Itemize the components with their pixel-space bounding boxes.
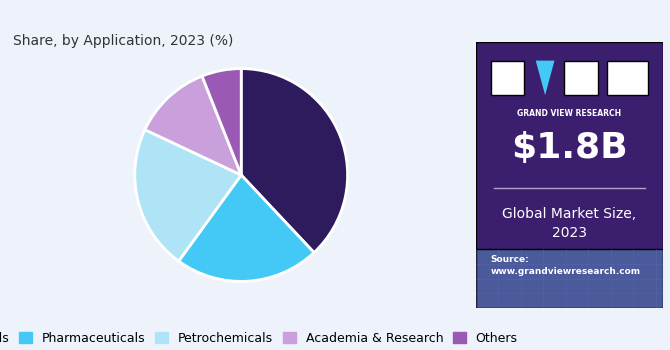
Text: GRAND VIEW RESEARCH: GRAND VIEW RESEARCH xyxy=(517,108,622,118)
Wedge shape xyxy=(179,175,314,281)
Wedge shape xyxy=(202,69,241,175)
Wedge shape xyxy=(145,76,241,175)
Polygon shape xyxy=(536,61,555,95)
FancyBboxPatch shape xyxy=(476,250,663,308)
Wedge shape xyxy=(135,130,241,261)
Text: Share, by Application, 2023 (%): Share, by Application, 2023 (%) xyxy=(13,35,234,49)
FancyBboxPatch shape xyxy=(564,61,598,95)
FancyBboxPatch shape xyxy=(490,61,525,95)
Legend: Chemicals, Pharmaceuticals, Petrochemicals, Academia & Research, Others: Chemicals, Pharmaceuticals, Petrochemica… xyxy=(0,327,523,350)
Wedge shape xyxy=(241,69,348,253)
Text: Source:
www.grandviewresearch.com: Source: www.grandviewresearch.com xyxy=(490,255,641,275)
Text: $1.8B: $1.8B xyxy=(511,131,628,166)
FancyBboxPatch shape xyxy=(607,61,649,95)
Text: Global Market Size,
2023: Global Market Size, 2023 xyxy=(502,207,636,240)
FancyBboxPatch shape xyxy=(476,42,663,308)
